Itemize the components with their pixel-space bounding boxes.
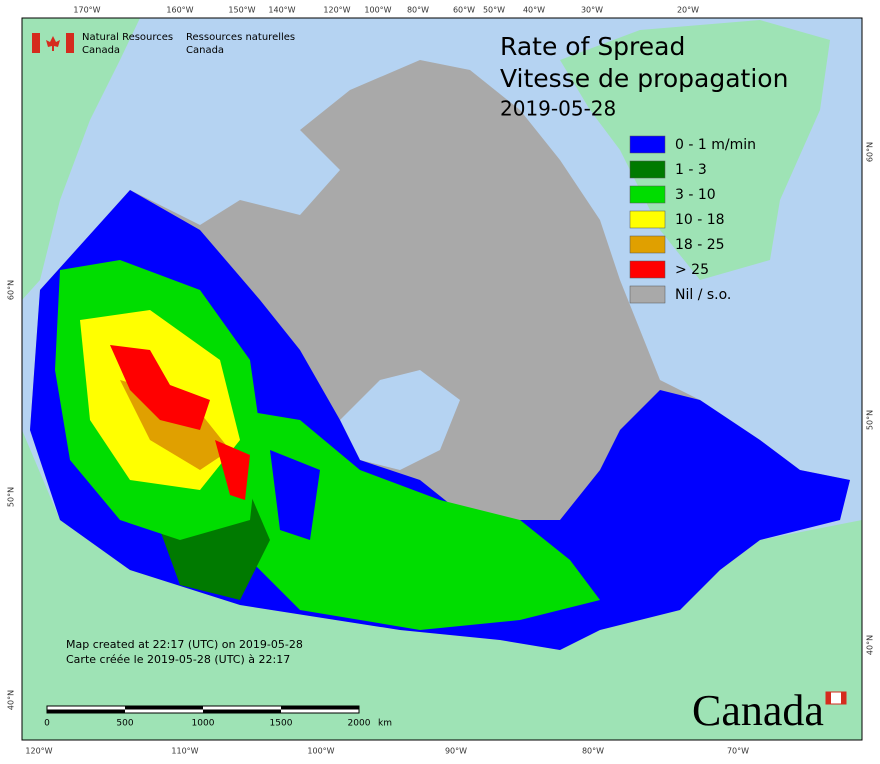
scale-bar-segment xyxy=(47,709,125,713)
agency-fr: Canada xyxy=(186,45,224,56)
legend-label: 18 - 25 xyxy=(675,237,725,253)
title: Rate of Spread xyxy=(500,32,685,61)
legend-swatch xyxy=(629,185,666,204)
zone-green xyxy=(230,410,600,630)
graticule-label: 100°W xyxy=(364,6,391,15)
agency-en: Natural Resources xyxy=(82,32,173,43)
graticule-label: 140°W xyxy=(268,6,295,15)
zone-blue-2 xyxy=(270,450,320,540)
graticule-label: 170°W xyxy=(73,6,100,15)
graticule-label: 80°W xyxy=(407,6,429,15)
scale-bar-segment xyxy=(203,709,281,713)
legend-swatch xyxy=(629,160,666,179)
legend-label: 1 - 3 xyxy=(675,162,707,178)
graticule-label: 60°W xyxy=(453,6,475,15)
scale-label: 2000 xyxy=(348,719,371,729)
legend-label: 0 - 1 m/min xyxy=(675,137,756,153)
zone-red-2 xyxy=(215,440,250,500)
graticule-label: 40°W xyxy=(523,6,545,15)
date: 2019-05-28 xyxy=(500,97,616,121)
legend-swatch xyxy=(629,135,666,154)
graticule-label: 120°W xyxy=(25,747,52,756)
graticule-label: 40°N xyxy=(7,690,16,710)
graticule-label: 60°N xyxy=(7,280,16,300)
graticule-label: 50°N xyxy=(866,410,875,430)
flag-left xyxy=(32,33,40,53)
graticule-label: 100°W xyxy=(307,747,334,756)
scale-bar-segment xyxy=(281,706,359,710)
legend-swatch xyxy=(629,235,666,254)
agency-fr: Ressources naturelles xyxy=(186,32,295,43)
credit: Map created at 22:17 (UTC) on 2019-05-28 xyxy=(66,638,303,651)
land-west xyxy=(22,18,140,300)
wordmark: Canada xyxy=(692,686,824,735)
scale-label: 1500 xyxy=(270,719,293,729)
graticule-label: 40°N xyxy=(866,635,875,655)
wordmark-flag xyxy=(841,692,846,704)
graticule-label: 20°W xyxy=(677,6,699,15)
scale-label: 500 xyxy=(116,719,133,729)
legend-label: 10 - 18 xyxy=(675,212,725,228)
graticule-label: 50°W xyxy=(483,6,505,15)
zone-red xyxy=(110,345,210,430)
legend-swatch xyxy=(629,285,666,304)
frame xyxy=(21,17,863,741)
scale-label: 0 xyxy=(44,719,50,729)
legend-swatch xyxy=(629,260,666,279)
greenland xyxy=(560,20,830,280)
graticule-label: 150°W xyxy=(228,6,255,15)
title: Vitesse de propagation xyxy=(500,64,788,93)
graticule-label: 70°W xyxy=(727,747,749,756)
graticule-label: 50°N xyxy=(7,487,16,507)
graticule-label: 30°W xyxy=(581,6,603,15)
legend-label: 3 - 10 xyxy=(675,187,716,203)
scale-bar-segment xyxy=(125,706,203,710)
graticule-label: 110°W xyxy=(171,747,198,756)
graticule-label: 120°W xyxy=(323,6,350,15)
credit: Carte créée le 2019-05-28 (UTC) à 22:17 xyxy=(66,653,290,666)
graticule-label: 160°W xyxy=(166,6,193,15)
flag-right xyxy=(66,33,74,53)
graticule-label: 80°W xyxy=(582,747,604,756)
legend-label: > 25 xyxy=(675,262,709,278)
land-south xyxy=(22,430,862,740)
graticule-label: 90°W xyxy=(445,747,467,756)
scale-unit: km xyxy=(378,719,392,729)
maple-leaf xyxy=(46,36,60,51)
graticule-label: 60°N xyxy=(866,142,875,162)
wordmark-flag xyxy=(826,692,831,704)
scale-label: 1000 xyxy=(192,719,215,729)
legend-swatch xyxy=(629,210,666,229)
hudson-bay xyxy=(340,370,460,470)
legend-label: Nil / s.o. xyxy=(675,287,731,303)
agency-en: Canada xyxy=(82,45,120,56)
